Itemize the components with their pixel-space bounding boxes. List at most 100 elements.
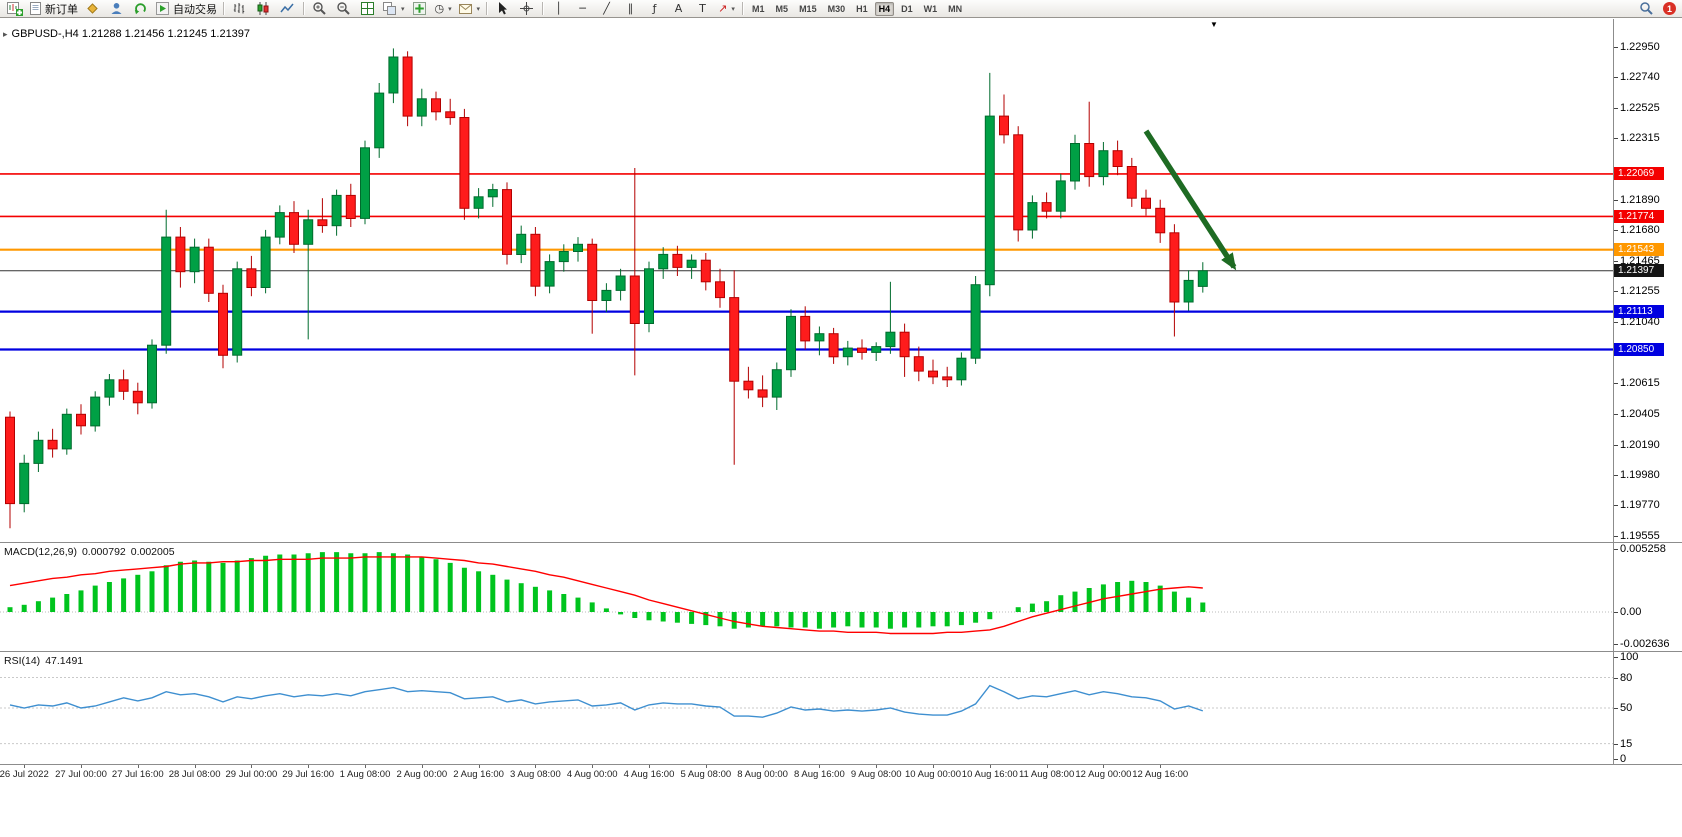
axis-tick <box>1614 77 1618 79</box>
time-label: 28 Jul 08:00 <box>168 769 221 780</box>
toolbar: 新订单 自动交易 <box>0 0 1682 18</box>
period-button[interactable]: ◷ ▾ <box>432 1 455 17</box>
price-chart-canvas[interactable] <box>0 19 1613 542</box>
cascade-windows-icon <box>383 2 396 15</box>
timeframe-h1-button[interactable]: H1 <box>856 3 868 14</box>
autotrade-play-icon <box>156 2 169 15</box>
axis-label: 1.19555 <box>1620 530 1660 543</box>
profile-button[interactable] <box>105 1 128 17</box>
axis-label: 1.19770 <box>1620 499 1660 512</box>
time-axis[interactable]: 26 Jul 2022 27 Jul 00:00 27 Jul 16:00 28 Ju… <box>0 765 1682 785</box>
axis-tick <box>1614 229 1618 231</box>
chart-title-row: ▸ GBPUSD-,H4 1.21288 1.21456 1.21245 1.2… <box>3 28 250 40</box>
timeframe-m5-button[interactable]: M5 <box>775 3 789 14</box>
panel-splitter <box>0 764 1682 765</box>
templates-button[interactable]: ▾ <box>456 1 483 17</box>
axis-label: 0 <box>1620 752 1627 765</box>
timeframe-m30-button[interactable]: M30 <box>827 3 846 14</box>
fibonacci-icon: ƒ <box>652 2 657 15</box>
cursor-tool-button[interactable] <box>491 1 514 17</box>
zoom-out-button[interactable] <box>332 1 355 17</box>
toolbar-separator <box>223 2 224 15</box>
macd-title-row: MACD(12,26,9) 0.000792 0.002005 <box>4 546 175 558</box>
bar-chart-mode-button[interactable] <box>228 1 251 17</box>
wizard-icon <box>87 3 98 14</box>
time-label: 12 Aug 00:00 <box>1075 769 1132 780</box>
timeframe-d1-button[interactable]: D1 <box>901 3 913 14</box>
axis-tick <box>1614 47 1618 48</box>
axis-tick <box>1614 444 1618 446</box>
vertical-line-tool-button[interactable]: │ <box>547 1 570 17</box>
new-chart-icon <box>6 2 23 16</box>
axis-tick <box>1614 612 1618 613</box>
profile-icon <box>111 3 122 14</box>
new-order-label: 新订单 <box>45 3 78 16</box>
price-tag: 1.21113 <box>1614 305 1664 319</box>
timeframe-mn-button[interactable]: MN <box>948 3 963 14</box>
new-chart-button[interactable] <box>3 1 26 17</box>
quick-order-button[interactable] <box>408 1 431 17</box>
time-label: 12 Aug 16:00 <box>1132 769 1189 780</box>
line-chart-mode-button[interactable] <box>276 1 299 17</box>
time-label: 27 Jul 16:00 <box>111 769 164 780</box>
time-label: 1 Aug 08:00 <box>339 769 391 780</box>
search-button[interactable] <box>1635 1 1658 17</box>
new-order-button[interactable]: 新订单 <box>27 1 80 17</box>
panel-splitter[interactable] <box>0 651 1682 652</box>
macd-axis[interactable]: 0.005258 0.00 -0.002636 <box>1614 543 1682 651</box>
arrange-windows-button[interactable]: ▾ <box>380 1 407 17</box>
time-tick <box>24 765 26 768</box>
timeframe-m15-button[interactable]: M15 <box>799 3 817 14</box>
vertical-line-icon: │ <box>555 2 562 15</box>
text-tool-icon: A <box>674 2 683 15</box>
timeframe-m1-button[interactable]: M1 <box>752 3 765 14</box>
arrows-tool-button[interactable]: ↗ ▾ <box>715 1 738 17</box>
crosshair-tool-button[interactable] <box>515 1 538 17</box>
timeframe-w1-button[interactable]: W1 <box>923 3 938 14</box>
price-chart-panel[interactable]: ▸ GBPUSD-,H4 1.21288 1.21456 1.21245 1.2… <box>0 19 1613 542</box>
zoom-in-button[interactable] <box>308 1 331 17</box>
time-label: 10 Aug 16:00 <box>961 769 1018 780</box>
axis-tick <box>1614 677 1618 679</box>
axis-label: 1.22950 <box>1620 41 1660 53</box>
time-tick <box>421 765 423 768</box>
horizontal-line-tool-button[interactable]: ─ <box>571 1 594 17</box>
macd-panel[interactable]: MACD(12,26,9) 0.000792 0.002005 <box>0 543 1613 651</box>
text-tool-button[interactable]: A <box>667 1 690 17</box>
autotrade-button[interactable]: 自动交易 <box>153 1 219 17</box>
chart-shift-marker[interactable]: ▼ <box>1210 20 1218 29</box>
tile-windows-button[interactable] <box>356 1 379 17</box>
mql-wizard-button[interactable] <box>81 1 104 17</box>
time-tick <box>251 765 253 768</box>
macd-canvas[interactable] <box>0 543 1613 651</box>
panel-splitter[interactable] <box>0 542 1682 543</box>
refresh-button[interactable] <box>129 1 152 17</box>
time-tick <box>137 765 139 768</box>
zoom-in-icon <box>313 2 326 15</box>
time-label: 5 Aug 08:00 <box>680 769 732 780</box>
rsi-panel[interactable]: RSI(14) 47.1491 <box>0 652 1613 764</box>
channel-tool-button[interactable]: ∥ <box>619 1 642 17</box>
notification-badge[interactable]: 1 <box>1663 2 1676 15</box>
time-label: 9 Aug 08:00 <box>850 769 902 780</box>
rsi-canvas[interactable] <box>0 652 1613 764</box>
timeframe-h4-button[interactable]: H4 <box>874 1 895 16</box>
trendline-icon: ╱ <box>603 2 610 15</box>
time-tick <box>478 765 480 768</box>
one-click-trading-arrow[interactable]: ▸ <box>3 28 8 39</box>
axis-tick <box>1614 657 1618 659</box>
time-label: 27 Jul 00:00 <box>55 769 107 780</box>
axis-tick <box>1614 322 1618 324</box>
price-axis[interactable]: 1.22950 1.22740 1.22525 1.22315 1.21890 1.216… <box>1614 19 1682 542</box>
trendline-tool-button[interactable]: ╱ <box>595 1 618 17</box>
rsi-axis[interactable]: 100 80 50 15 0 <box>1614 651 1682 765</box>
crosshair-icon <box>520 2 534 15</box>
fibonacci-tool-button[interactable]: ƒ <box>643 1 666 17</box>
axis-tick <box>1614 199 1618 201</box>
axis-tick <box>1614 138 1618 140</box>
label-tool-button[interactable]: T <box>691 1 714 17</box>
axis-tick <box>1614 536 1618 538</box>
candlestick-chart-icon <box>257 2 269 15</box>
candlestick-mode-button[interactable] <box>252 1 275 17</box>
